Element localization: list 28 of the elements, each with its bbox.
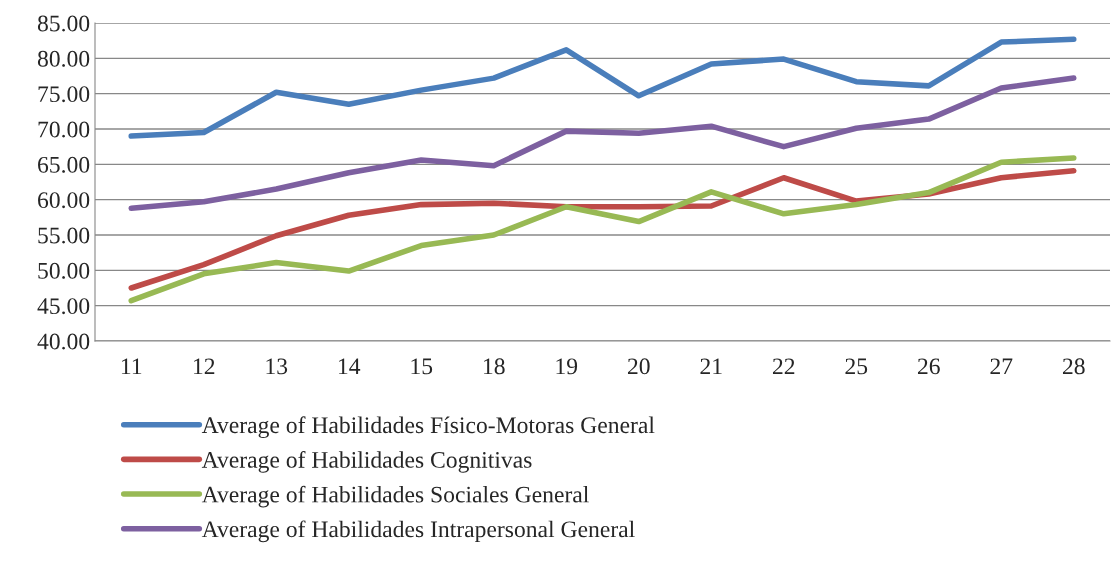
legend-label: Average of Habilidades Cognitivas bbox=[201, 451, 532, 473]
x-tick-label: 22 bbox=[772, 358, 795, 375]
x-tick-label: 19 bbox=[556, 358, 578, 375]
x-tick-label: 28 bbox=[1062, 358, 1085, 375]
legend-label: Average of Habilidades Físico-Motoras General bbox=[201, 416, 655, 439]
y-tick-label: 65.00 bbox=[38, 156, 90, 173]
y-tick-label: 60.00 bbox=[38, 192, 90, 209]
x-tick-label: 20 bbox=[627, 358, 650, 375]
x-tick-label: 21 bbox=[700, 358, 722, 375]
y-tick-label: 50.00 bbox=[38, 262, 90, 279]
legend-label: Average of Habilidades Sociales General bbox=[201, 485, 589, 508]
y-tick-label: 85.00 bbox=[37, 15, 90, 32]
x-tick-label: 26 bbox=[917, 358, 940, 375]
x-tick-label: 18 bbox=[484, 358, 505, 375]
y-tick-label: 40.00 bbox=[37, 333, 90, 350]
x-tick-label: 12 bbox=[194, 358, 215, 375]
x-tick-label: 27 bbox=[990, 358, 1013, 375]
y-tick-label: 70.00 bbox=[38, 121, 90, 138]
y-tick-label: 55.00 bbox=[38, 227, 90, 244]
legend-label: Average of Habilidades Intrapersonal General bbox=[201, 520, 635, 543]
y-tick-label: 45.00 bbox=[37, 298, 90, 315]
x-tick-label: 14 bbox=[339, 358, 361, 375]
x-tick-label: 13 bbox=[266, 358, 288, 375]
x-tick-label: 25 bbox=[845, 358, 868, 375]
y-tick-label: 80.00 bbox=[37, 50, 90, 67]
x-tick-label: 11 bbox=[121, 358, 142, 375]
y-tick-label: 75.00 bbox=[38, 86, 90, 103]
x-tick-label: 15 bbox=[411, 358, 433, 375]
